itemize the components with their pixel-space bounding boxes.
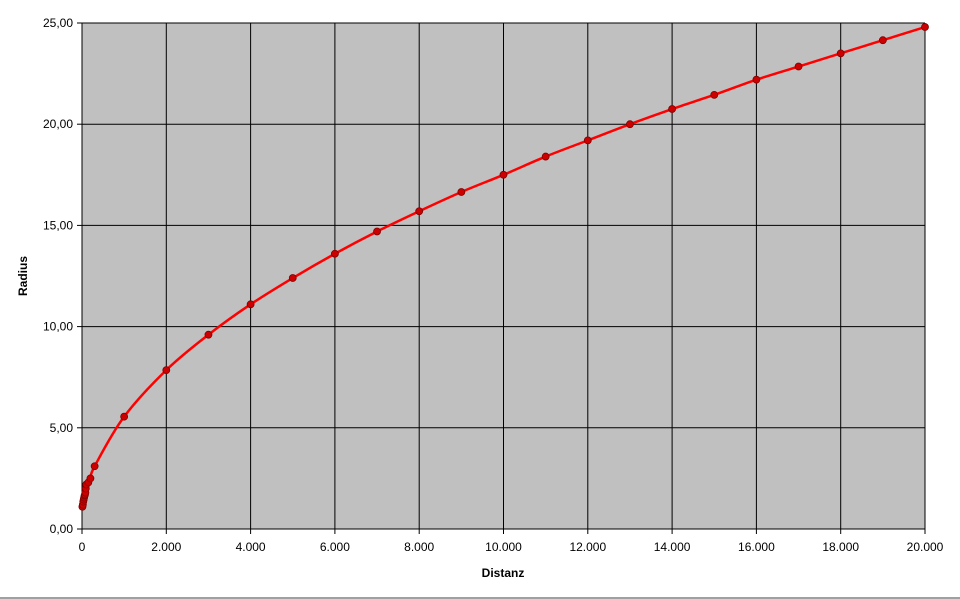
x-tick-label: 6.000 xyxy=(320,540,350,554)
y-axis-ticks: 0,00 5,00 10,00 15,00 20,00 25,00 xyxy=(43,16,82,536)
data-point xyxy=(836,49,845,58)
data-point xyxy=(120,412,129,421)
x-tick-label: 12.000 xyxy=(569,540,606,554)
x-tick-label: 0 xyxy=(79,540,86,554)
bottom-border xyxy=(0,597,960,599)
x-axis-ticks: 0 2.000 4.000 6.000 8.000 10.000 12.000 14.000 1… xyxy=(79,529,944,554)
x-tick-label: 2.000 xyxy=(151,540,181,554)
data-point xyxy=(457,188,466,196)
x-tick-label: 4.000 xyxy=(236,540,266,554)
data-point xyxy=(204,330,213,339)
data-point xyxy=(583,136,592,145)
data-point xyxy=(878,36,887,45)
data-point xyxy=(794,62,803,71)
data-point xyxy=(330,249,339,258)
x-tick-label: 16.000 xyxy=(738,540,775,554)
data-point xyxy=(90,462,99,471)
data-point xyxy=(373,227,381,236)
y-tick-label: 20,00 xyxy=(43,117,73,131)
x-axis-title: Distanz xyxy=(482,566,525,580)
data-point xyxy=(415,207,424,216)
x-tick-label: 10.000 xyxy=(485,540,522,554)
data-point xyxy=(668,105,676,113)
data-point xyxy=(288,274,297,282)
y-tick-label: 5,00 xyxy=(50,421,74,435)
y-axis-title: Radius xyxy=(16,256,30,296)
x-tick-label: 20.000 xyxy=(907,540,944,554)
data-point xyxy=(246,300,255,309)
data-point xyxy=(626,120,634,129)
data-point xyxy=(921,23,929,31)
x-tick-label: 18.000 xyxy=(822,540,859,554)
y-tick-label: 0,00 xyxy=(50,522,74,536)
data-point xyxy=(162,366,171,375)
data-point xyxy=(541,152,550,161)
data-point xyxy=(499,170,508,179)
y-tick-label: 15,00 xyxy=(43,218,73,232)
data-point xyxy=(710,90,719,99)
x-tick-label: 8.000 xyxy=(404,540,434,554)
x-tick-label: 14.000 xyxy=(654,540,691,554)
y-tick-label: 10,00 xyxy=(43,320,73,334)
data-markers xyxy=(78,23,929,511)
data-point xyxy=(752,75,761,84)
grid-lines xyxy=(82,22,926,529)
data-point xyxy=(86,474,95,483)
y-tick-label: 25,00 xyxy=(43,16,73,30)
